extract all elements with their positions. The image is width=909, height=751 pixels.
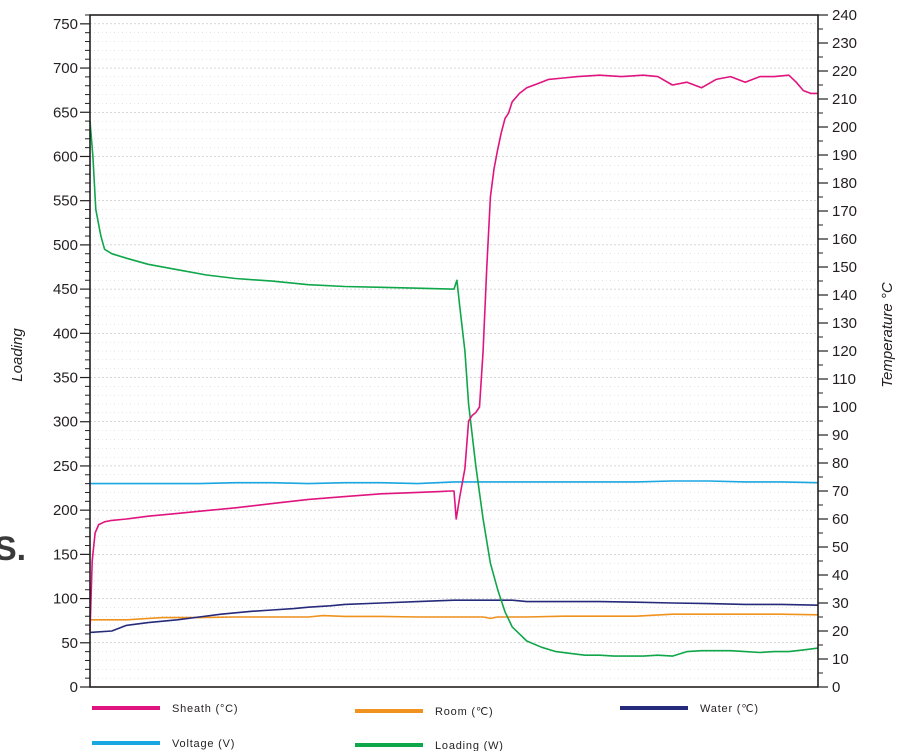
right-tick-label: 30 bbox=[832, 595, 849, 612]
left-tick-label: 550 bbox=[53, 193, 78, 210]
right-tick-label: 210 bbox=[832, 91, 857, 108]
series-line-sheath bbox=[89, 74, 818, 632]
left-tick-label: 200 bbox=[53, 502, 78, 519]
legend-label-voltage: Voltage (V) bbox=[172, 738, 235, 750]
left-tick-label: 250 bbox=[53, 458, 78, 475]
right-tick-label: 190 bbox=[832, 147, 857, 164]
right-tick-label: 170 bbox=[832, 203, 857, 220]
left-tick-label: 0 bbox=[70, 679, 78, 696]
left-tick-label: 750 bbox=[53, 16, 78, 33]
right-tick-label: 140 bbox=[832, 287, 857, 304]
legend-label-loading: Loading (W) bbox=[435, 740, 504, 751]
right-tick-label: 50 bbox=[832, 539, 849, 556]
right-tick-label: 130 bbox=[832, 315, 857, 332]
right-tick-label: 120 bbox=[832, 343, 857, 360]
left-axis: 0 50 100 150 200 250 300 350 400 450 500 550 600 650 7… bbox=[53, 14, 90, 696]
left-tick-label: 300 bbox=[53, 414, 78, 431]
legend-label-sheath: Sheath (°C) bbox=[172, 703, 238, 715]
right-tick-label: 220 bbox=[832, 63, 857, 80]
left-tick-label: 500 bbox=[53, 237, 78, 254]
right-tick-label: 60 bbox=[832, 511, 849, 528]
right-tick-label: 70 bbox=[832, 483, 849, 500]
left-tick-label: 150 bbox=[53, 546, 78, 563]
right-tick-label: 230 bbox=[832, 35, 857, 52]
right-tick-label: 0 bbox=[832, 679, 840, 696]
left-tick-label: 400 bbox=[53, 325, 78, 342]
right-tick-label: 10 bbox=[832, 651, 849, 668]
right-tick-label: 150 bbox=[832, 259, 857, 276]
series-line-voltage bbox=[90, 480, 819, 485]
legend: Sheath (°C) Room (℃) Water (℃) Voltage (V) L… bbox=[92, 703, 759, 751]
right-tick-label: 200 bbox=[832, 119, 857, 136]
series-line-loading bbox=[89, 121, 819, 657]
right-tick-label: 180 bbox=[832, 175, 857, 192]
right-axis: 0 10 20 30 40 50 60 70 80 90 100 110 120 130 140 150 160… bbox=[818, 7, 857, 696]
legend-label-water: Water (℃) bbox=[700, 703, 759, 715]
right-tick-label: 40 bbox=[832, 567, 849, 584]
left-tick-label: 650 bbox=[53, 104, 78, 121]
left-tick-label: 100 bbox=[53, 591, 78, 608]
legend-label-room: Room (℃) bbox=[435, 706, 493, 718]
right-tick-label: 100 bbox=[832, 399, 857, 416]
panel-letter: S. bbox=[0, 530, 26, 568]
right-tick-label: 240 bbox=[832, 7, 857, 24]
gridlines bbox=[90, 14, 818, 688]
series-layer bbox=[89, 74, 819, 657]
right-axis-title: Temperature °C bbox=[879, 282, 896, 388]
left-axis-title: Loading bbox=[9, 328, 26, 382]
left-tick-label: 700 bbox=[53, 60, 78, 77]
right-tick-label: 80 bbox=[832, 455, 849, 472]
left-tick-label: 350 bbox=[53, 370, 78, 387]
right-tick-label: 90 bbox=[832, 427, 849, 444]
left-tick-label: 600 bbox=[53, 148, 78, 165]
right-tick-label: 110 bbox=[832, 371, 856, 388]
left-tick-label: 50 bbox=[61, 635, 78, 652]
left-tick-label: 450 bbox=[53, 281, 78, 298]
right-tick-label: 160 bbox=[832, 231, 857, 248]
series-line-water bbox=[89, 599, 819, 634]
right-tick-label: 20 bbox=[832, 623, 849, 640]
